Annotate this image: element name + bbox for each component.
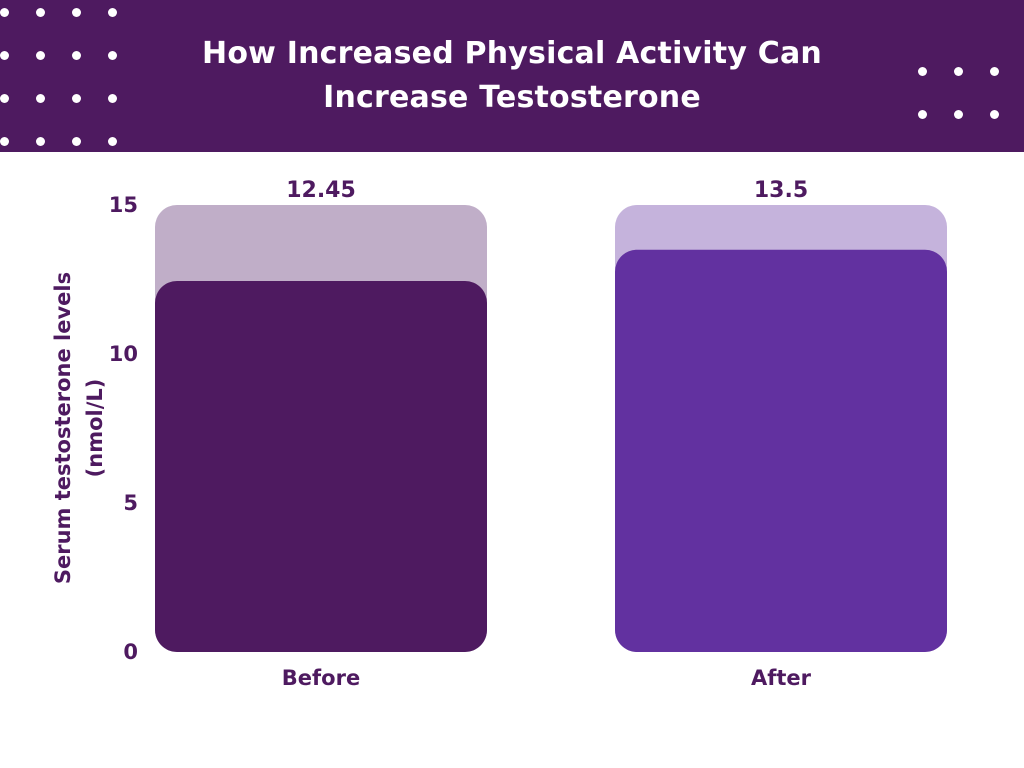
chart-title-line-2: Increase Testosterone <box>323 80 701 115</box>
decorative-dot <box>36 8 45 17</box>
bar-before <box>155 280 487 652</box>
bar-after <box>615 249 947 652</box>
y-tick-label: 10 <box>109 342 138 366</box>
decorative-dot <box>0 137 9 146</box>
decorative-dot <box>72 137 81 146</box>
bar-chart: Serum testosterone levels (nmol/L) 0 5 10 1… <box>51 178 947 690</box>
decorative-dot <box>36 51 45 60</box>
decorative-dot <box>990 110 999 119</box>
y-axis-label-line-1: Serum testosterone levels <box>51 272 75 584</box>
y-axis-label: Serum testosterone levels (nmol/L) <box>51 272 107 584</box>
decorative-dot <box>0 8 9 17</box>
header-banner: How Increased Physical Activity Can Incr… <box>0 0 1024 152</box>
decorative-dot <box>72 94 81 103</box>
decorative-dot <box>36 137 45 146</box>
decorative-dot <box>918 110 927 119</box>
decorative-dot <box>108 137 117 146</box>
data-label: 12.45 <box>286 178 356 203</box>
decorative-dot <box>72 51 81 60</box>
y-tick-label: 5 <box>123 491 138 515</box>
decorative-dot <box>990 67 999 76</box>
decorative-dot <box>108 51 117 60</box>
y-tick-label: 15 <box>109 193 138 217</box>
decorative-dot <box>108 94 117 103</box>
decorative-dot <box>918 67 927 76</box>
y-axis-label-line-2: (nmol/L) <box>83 379 107 478</box>
decorative-dot <box>0 94 9 103</box>
decorative-dot <box>36 94 45 103</box>
data-label: 13.5 <box>754 178 808 203</box>
decorative-dot <box>954 67 963 76</box>
y-tick-label: 0 <box>123 640 138 664</box>
chart-title-line-1: How Increased Physical Activity Can <box>202 36 822 71</box>
decorative-dot <box>954 110 963 119</box>
y-axis-ticks: 0 5 10 15 <box>109 193 138 664</box>
bars: 12.45 Before 13.5 After <box>155 178 947 690</box>
decorative-dot <box>108 8 117 17</box>
x-category-label: After <box>751 666 812 690</box>
x-category-label: Before <box>282 666 360 690</box>
decorative-dot <box>0 51 9 60</box>
decorative-dot <box>72 8 81 17</box>
